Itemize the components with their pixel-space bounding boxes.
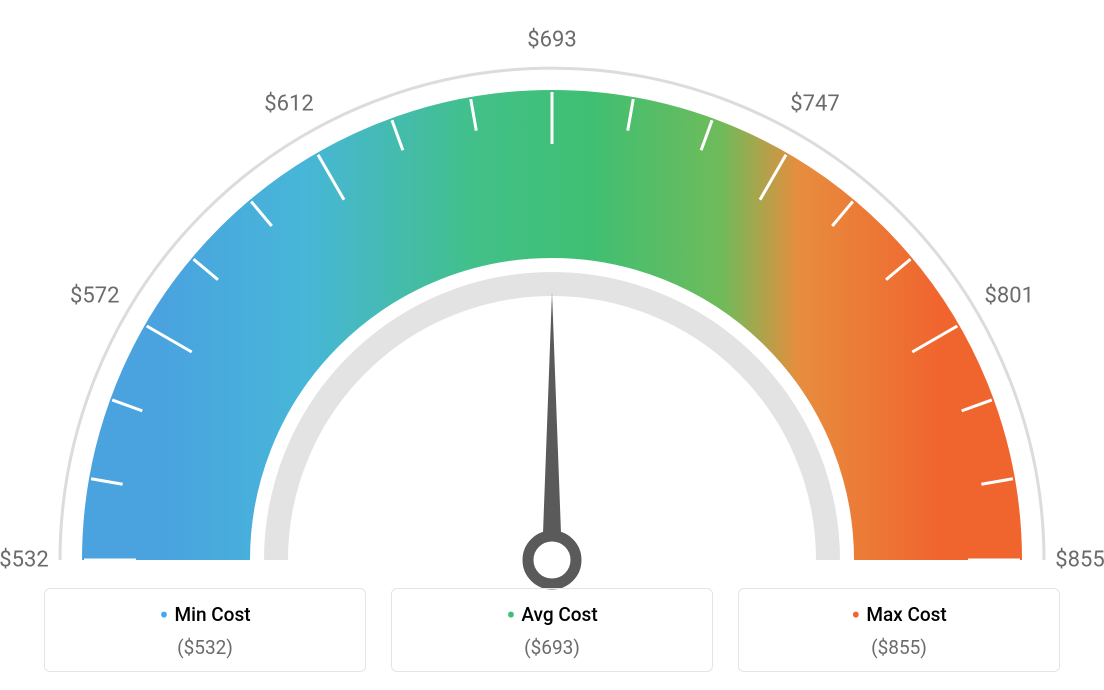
legend-card-max: •Max Cost ($855) <box>738 588 1060 672</box>
legend-label: Max Cost <box>866 603 946 626</box>
legend-row: •Min Cost ($532) •Avg Cost ($693) •Max C… <box>0 588 1104 672</box>
legend-value-min: ($532) <box>45 636 365 659</box>
legend-title-max: •Max Cost <box>739 603 1059 626</box>
cost-gauge-widget: $532$572$612$693$747$801$855 •Min Cost (… <box>0 0 1104 690</box>
legend-label: Min Cost <box>175 603 251 626</box>
legend-title-avg: •Avg Cost <box>392 603 712 626</box>
gauge-tick-label: $693 <box>527 28 576 53</box>
gauge-area: $532 $572 $612 $693 $747 $801 $855 <box>0 0 1104 590</box>
dot-icon: • <box>851 601 860 631</box>
legend-card-min: •Min Cost ($532) <box>44 588 366 672</box>
gauge-tick-label: $855 <box>1055 548 1104 573</box>
legend-card-avg: •Avg Cost ($693) <box>391 588 713 672</box>
gauge-tick-label: $747 <box>790 92 839 117</box>
gauge-tick-label: $572 <box>70 284 119 309</box>
gauge-tick-label: $801 <box>985 284 1034 309</box>
gauge-tick-label: $612 <box>264 92 313 117</box>
gauge-svg <box>0 0 1104 590</box>
legend-label: Avg Cost <box>521 603 597 626</box>
gauge-tick-label: $532 <box>0 548 49 573</box>
dot-icon: • <box>159 601 168 631</box>
legend-value-avg: ($693) <box>392 636 712 659</box>
dot-icon: • <box>506 601 515 631</box>
legend-title-min: •Min Cost <box>45 603 365 626</box>
legend-value-max: ($855) <box>739 636 1059 659</box>
